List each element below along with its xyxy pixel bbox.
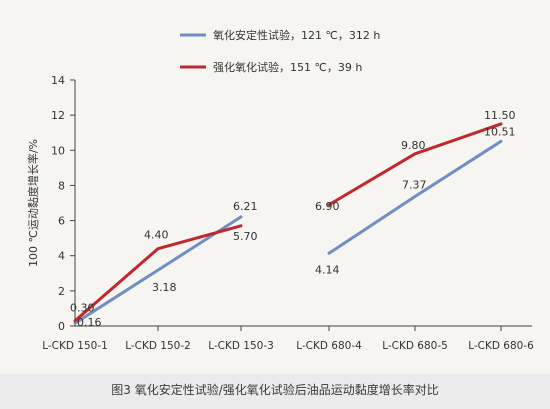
y-tick-label: 12 — [51, 109, 65, 122]
series-2-line — [73, 224, 243, 323]
y-tick-label: 8 — [58, 179, 65, 192]
data-label-series-1: 3.18 — [152, 281, 177, 294]
y-tick-label: 10 — [51, 144, 65, 157]
data-label-series-1: 7.37 — [402, 178, 427, 191]
data-label-series-1: 6.21 — [233, 200, 258, 213]
legend-label-series-1: 氧化安定性试验，121 ℃，312 h — [213, 28, 380, 42]
series-lines — [73, 122, 503, 325]
legend-item-series-1: 氧化安定性试验，121 ℃，312 h — [180, 28, 380, 42]
x-tick-label: L-CKD 150-2 — [125, 340, 191, 352]
y-tick-label: 6 — [58, 215, 65, 228]
y-tick-label: 0 — [58, 320, 65, 333]
series-1-line — [327, 139, 503, 255]
data-label-series-2: 5.70 — [233, 230, 258, 243]
y-ticks: 0 2 4 6 8 10 12 14 — [51, 74, 75, 333]
legend: 氧化安定性试验，121 ℃，312 h 强化氧化试验，151 ℃，39 h — [180, 28, 380, 74]
x-tick-label: L-CKD 680-4 — [296, 340, 362, 352]
data-label-series-2: 11.50 — [484, 109, 516, 122]
data-label-series-1: 10.51 — [484, 125, 516, 138]
y-tick-label: 2 — [58, 285, 65, 298]
data-label-series-2: 4.40 — [144, 229, 169, 242]
x-tick-label: L-CKD 150-3 — [208, 340, 274, 352]
data-labels: 0.16 3.18 6.21 4.14 7.37 10.51 0.30 4.40 5.70 6.9… — [70, 109, 516, 329]
data-label-series-2: 0.30 — [70, 302, 95, 315]
x-tick-label: L-CKD 150-1 — [42, 340, 108, 352]
data-label-series-2: 9.80 — [401, 139, 426, 152]
y-tick-label: 4 — [58, 250, 65, 263]
x-ticks: L-CKD 150-1 L-CKD 150-2 L-CKD 150-3 L-CKD 6… — [42, 326, 534, 352]
legend-label-series-2: 强化氧化试验，151 ℃，39 h — [213, 60, 362, 74]
y-axis-title: 100 ℃运动黏度增长率/% — [26, 139, 40, 267]
x-tick-label: L-CKD 680-6 — [468, 340, 534, 352]
data-label-series-1: 0.16 — [77, 316, 102, 329]
data-label-series-1: 4.14 — [315, 263, 340, 276]
legend-item-series-2: 强化氧化试验，151 ℃，39 h — [180, 60, 362, 74]
data-label-series-2: 6.90 — [315, 200, 340, 213]
series-2-line — [327, 122, 503, 207]
y-tick-label: 14 — [51, 74, 65, 87]
figure-caption: 图3 氧化安定性试验/强化氧化试验后油品运动黏度增长率对比 — [111, 383, 439, 397]
chart-panel: 氧化安定性试验，121 ℃，312 h 强化氧化试验，151 ℃，39 h 10… — [0, 0, 550, 374]
x-tick-label: L-CKD 680-5 — [382, 340, 448, 352]
chart-svg: 氧化安定性试验，121 ℃，312 h 强化氧化试验，151 ℃，39 h 10… — [26, 28, 534, 352]
